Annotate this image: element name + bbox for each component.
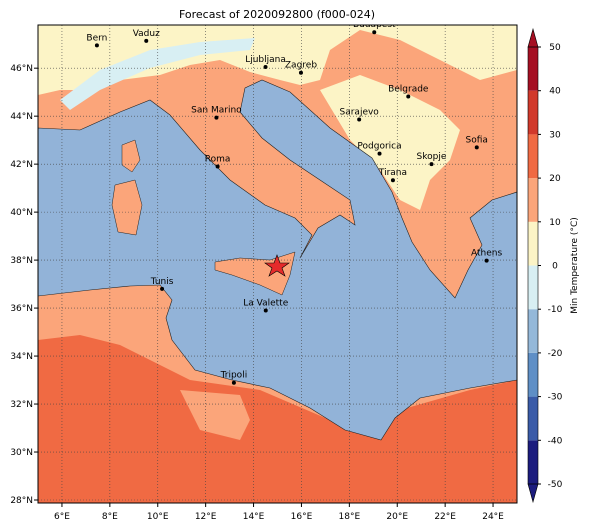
- city-label: Podgorica: [357, 142, 401, 152]
- colorbar-segment: [528, 265, 538, 310]
- y-tick-label: 30°N: [10, 448, 33, 458]
- y-tick-label: 46°N: [10, 64, 33, 74]
- city-dot: [298, 70, 303, 75]
- city-dot: [372, 30, 377, 35]
- y-tick-label: 32°N: [10, 400, 33, 410]
- x-tick-label: 14°E: [243, 512, 265, 522]
- y-tick-label: 38°N: [10, 256, 33, 266]
- y-tick-label: 28°N: [10, 496, 33, 506]
- city-dot: [263, 308, 268, 313]
- y-tick-label: 44°N: [10, 112, 33, 122]
- x-tick-label: 6°E: [54, 512, 70, 522]
- city-label: La Valette: [243, 298, 288, 308]
- x-tick-label: 8°E: [102, 512, 118, 522]
- y-tick-label: 42°N: [10, 160, 33, 170]
- colorbar-segment: [528, 221, 538, 266]
- colorbar-segment: [528, 440, 538, 484]
- colorbar-segment: [528, 47, 538, 91]
- city-label: Bern: [86, 33, 107, 43]
- x-tick-label: 12°E: [195, 512, 217, 522]
- city-label: Sofia: [466, 135, 488, 145]
- city-dot: [94, 43, 99, 48]
- colorbar: -50 -40 -30 -20 -10 0 10 20 30 40 50 Min Temperatur…: [527, 27, 580, 504]
- city-dot: [263, 64, 268, 69]
- colorbar-segment: [528, 90, 538, 135]
- colorbar-tick-label: 40: [549, 87, 561, 97]
- y-tick-label: 34°N: [10, 352, 33, 362]
- cool-land: [38, 25, 517, 95]
- colorbar-segment: [528, 309, 538, 353]
- x-tick-label: 24°E: [482, 512, 504, 522]
- city-dot: [215, 164, 220, 169]
- city-dot: [377, 151, 382, 156]
- y-tick-label: 36°N: [10, 304, 33, 314]
- city-label: Budapest: [353, 20, 396, 30]
- colorbar-tick-label: -30: [548, 393, 563, 403]
- x-tick-label: 22°E: [434, 512, 456, 522]
- sardinia: [111, 179, 143, 236]
- colorbar-segment: [528, 396, 538, 441]
- colorbar-tick-label: 50: [549, 43, 561, 53]
- city-label: Vaduz: [133, 29, 160, 39]
- x-tick-label: 16°E: [291, 512, 313, 522]
- colorbar-label: Min Temperature (°C): [570, 217, 580, 314]
- city-dot: [390, 178, 395, 183]
- colorbar-segment: [528, 178, 538, 222]
- forecast-point: [264, 254, 290, 277]
- city-label: Skopje: [417, 152, 447, 162]
- colorbar-extend-top: [527, 27, 539, 48]
- city-dot: [357, 117, 362, 122]
- colorbar-segment: [528, 352, 538, 397]
- city-label: San Marino: [191, 106, 242, 116]
- city-label: Belgrade: [388, 84, 429, 94]
- city-label: Ljubljana: [245, 55, 286, 65]
- map-frame: [37, 24, 518, 504]
- cool-land: [320, 75, 460, 210]
- x-tick-label: 10°E: [147, 512, 169, 522]
- city-dot: [474, 145, 479, 150]
- colorbar-segment: [528, 134, 538, 179]
- city-dot: [484, 258, 489, 263]
- city-label: Tirana: [378, 168, 407, 178]
- x-tick-label: 20°E: [386, 512, 408, 522]
- colorbar-tick-label: -10: [548, 305, 563, 315]
- city-dot: [144, 38, 149, 43]
- colorbar-tick-label: -50: [548, 480, 563, 490]
- colorbar-tick-label: 10: [549, 218, 561, 228]
- city-dot: [231, 380, 236, 385]
- x-tick-label: 18°E: [339, 512, 361, 522]
- colorbar-tick-label: 20: [549, 174, 561, 184]
- colorbar-tick-label: -20: [548, 349, 563, 359]
- city-dot: [429, 162, 434, 167]
- y-tick-label: 40°N: [10, 208, 33, 218]
- city-label: Tripoli: [220, 371, 248, 381]
- corsica: [121, 139, 141, 173]
- city-label: Tunis: [150, 277, 174, 287]
- colorbar-tick-label: 0: [552, 262, 558, 272]
- city-label: Athens: [471, 249, 502, 259]
- africa-patch: [180, 390, 250, 440]
- colorbar-tick-label: 30: [549, 130, 561, 140]
- colorbar-extend-bottom: [527, 483, 539, 504]
- axes: 6°E 8°E 10°E 12°E 14°E 16°E 18°E 20°E 22°E 24°E 28…: [10, 64, 504, 522]
- colorbar-tick-label: -40: [548, 436, 563, 446]
- grid: [38, 25, 517, 503]
- city-label: Sarajevo: [340, 108, 380, 118]
- city-dot: [160, 286, 165, 291]
- city-dot: [214, 115, 219, 120]
- city-dot: [406, 94, 411, 99]
- city-label: Zagreb: [285, 61, 317, 71]
- city-label: Roma: [205, 155, 231, 165]
- map-title: Forecast of 2020092800 (f000-024): [179, 8, 375, 21]
